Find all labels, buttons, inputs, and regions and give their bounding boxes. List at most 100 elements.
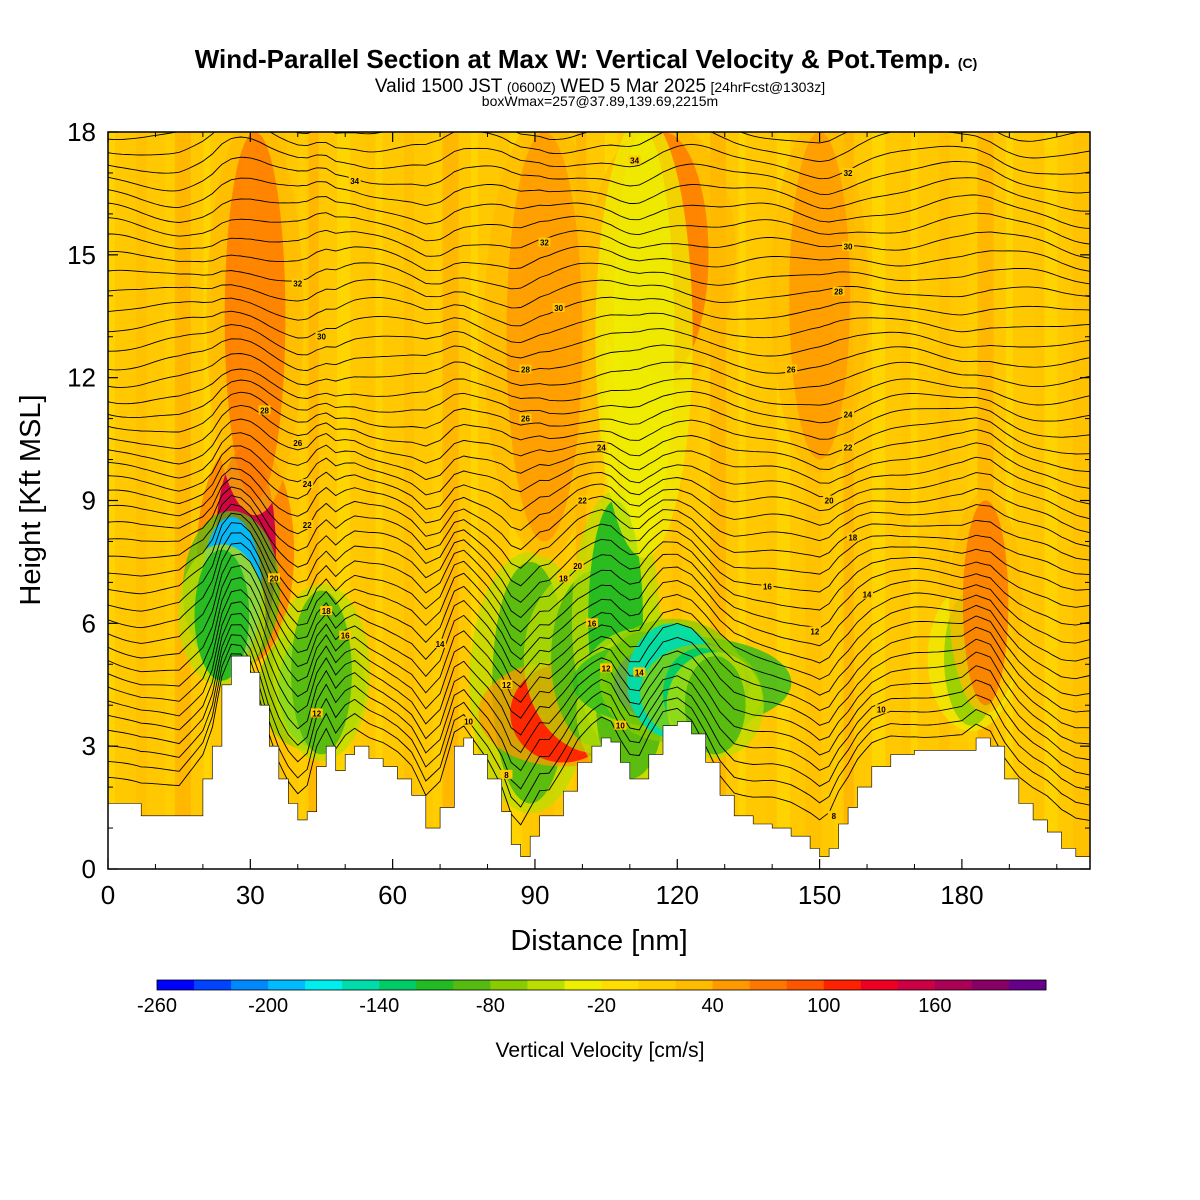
w-feature bbox=[962, 500, 1009, 706]
colorbar-swatch bbox=[934, 980, 973, 990]
colorbar-swatch bbox=[712, 980, 751, 990]
theta-contour-label-bg bbox=[761, 581, 774, 591]
theta-contour-label: 32 bbox=[844, 169, 853, 178]
theta-contour bbox=[108, 653, 1090, 826]
theta-contour-label-bg bbox=[842, 409, 855, 419]
background-stripe bbox=[766, 132, 777, 869]
theta-contour bbox=[108, 324, 1090, 359]
background-stripe bbox=[843, 132, 854, 869]
background-stripe bbox=[298, 132, 306, 869]
y-tick-label: 0 bbox=[82, 854, 96, 884]
theta-contour-label-bg bbox=[519, 413, 532, 423]
theta-contour-label-bg bbox=[462, 716, 475, 726]
theta-contour-label: 12 bbox=[602, 664, 611, 673]
w-feature bbox=[291, 590, 352, 755]
theta-contour-label-bg bbox=[519, 364, 532, 374]
theta-contour-label: 18 bbox=[848, 533, 857, 542]
theta-contour bbox=[108, 503, 1090, 603]
theta-contour-label: 28 bbox=[260, 406, 269, 415]
theta-contour-label: 26 bbox=[787, 365, 796, 374]
theta-contour bbox=[108, 156, 1090, 195]
colorbar-tick-label: 40 bbox=[702, 995, 724, 1017]
theta-contour-label: 26 bbox=[521, 415, 530, 424]
theta-contour bbox=[108, 467, 1090, 534]
theta-contour bbox=[108, 368, 1090, 406]
background-stripe bbox=[833, 132, 841, 869]
title-unit: (C) bbox=[958, 55, 977, 71]
theta-contour bbox=[108, 262, 1090, 290]
theta-contour-label: 20 bbox=[573, 562, 582, 571]
colorbar-swatch bbox=[1008, 980, 1047, 990]
theta-contour-label-bg bbox=[301, 479, 314, 489]
theta-contour-label: 16 bbox=[763, 582, 772, 591]
theta-contour-label: 34 bbox=[350, 177, 359, 186]
terrain-mask bbox=[108, 655, 1090, 869]
theta-contour bbox=[108, 245, 1090, 272]
theta-contour bbox=[108, 296, 1090, 327]
colorbar-swatch bbox=[860, 980, 899, 990]
theta-contour bbox=[108, 643, 1090, 808]
x-tick-label: 30 bbox=[236, 880, 265, 910]
theta-contour-label-bg bbox=[291, 438, 304, 448]
y-tick-label: 18 bbox=[67, 117, 96, 147]
theta-contour-label-bg bbox=[310, 708, 323, 718]
theta-contour-label: 22 bbox=[303, 521, 312, 530]
x-axis-label: Distance [nm] bbox=[510, 925, 687, 957]
w-feature bbox=[506, 132, 583, 542]
theta-contour-label: 24 bbox=[597, 443, 606, 452]
colorbar-swatch bbox=[897, 980, 936, 990]
theta-contour-label-bg bbox=[301, 520, 314, 530]
theta-contour-label-bg bbox=[861, 589, 874, 599]
theta-contour-label-bg bbox=[268, 573, 281, 583]
theta-contour-label: 12 bbox=[810, 628, 819, 637]
theta-contour-label: 14 bbox=[635, 668, 644, 677]
theta-contour bbox=[108, 279, 1090, 309]
theta-contour-label: 30 bbox=[317, 333, 326, 342]
colorbar-tick-label: -200 bbox=[248, 995, 288, 1017]
colorbar-swatch bbox=[971, 980, 1010, 990]
theta-contour-label-bg bbox=[538, 237, 551, 247]
theta-contour-label-bg bbox=[571, 561, 584, 571]
colorbar-swatch bbox=[231, 980, 269, 990]
theta-contour-label: 10 bbox=[464, 718, 473, 727]
theta-contour bbox=[108, 553, 1090, 680]
theta-contour bbox=[108, 353, 1090, 390]
theta-contour bbox=[108, 532, 1090, 647]
theta-contour bbox=[108, 457, 1090, 520]
terrain bbox=[108, 655, 1090, 869]
theta-contour-label: 12 bbox=[502, 681, 511, 690]
colorbar-swatch bbox=[379, 980, 417, 990]
w-feature bbox=[224, 132, 286, 501]
y-tick-label: 6 bbox=[82, 608, 96, 638]
w-feature bbox=[613, 132, 675, 542]
colorbar-frame bbox=[156, 979, 1047, 991]
theta-contour bbox=[108, 601, 1090, 745]
theta-contour bbox=[108, 486, 1090, 569]
colorbar-swatch bbox=[786, 980, 825, 990]
chart-subtitle-box: boxWmax=257@37.89,139.69,2215m bbox=[482, 93, 718, 109]
colorbar-swatch bbox=[194, 980, 232, 990]
theta-contour-label-bg bbox=[595, 442, 608, 452]
colorbar-tick-label: -140 bbox=[359, 995, 399, 1017]
theta-contour bbox=[108, 194, 1090, 229]
theta-contour bbox=[108, 177, 1090, 212]
theta-contour-label: 8 bbox=[832, 812, 837, 821]
theta-contour-label-bg bbox=[823, 495, 836, 505]
theta-contour bbox=[108, 477, 1090, 551]
theta-contour-label-bg bbox=[258, 405, 271, 415]
background-stripe bbox=[164, 132, 178, 869]
colorbar-tick-label: 100 bbox=[807, 995, 840, 1017]
colorbar-tick-label: -260 bbox=[137, 995, 177, 1017]
y-axis-label: Height [Kft MSL] bbox=[15, 394, 47, 605]
theta-contour-label: 28 bbox=[521, 365, 530, 374]
theta-contour bbox=[108, 212, 1090, 245]
theta-contour bbox=[108, 542, 1090, 664]
theta-contour-label-bg bbox=[875, 704, 888, 714]
theta-contour-label: 12 bbox=[312, 709, 321, 718]
x-tick-label: 60 bbox=[378, 880, 407, 910]
theta-contour-label-bg bbox=[557, 573, 570, 583]
x-tick-label: 150 bbox=[798, 880, 841, 910]
theta-contour-label-bg bbox=[633, 667, 646, 677]
theta-contour bbox=[108, 379, 1090, 424]
